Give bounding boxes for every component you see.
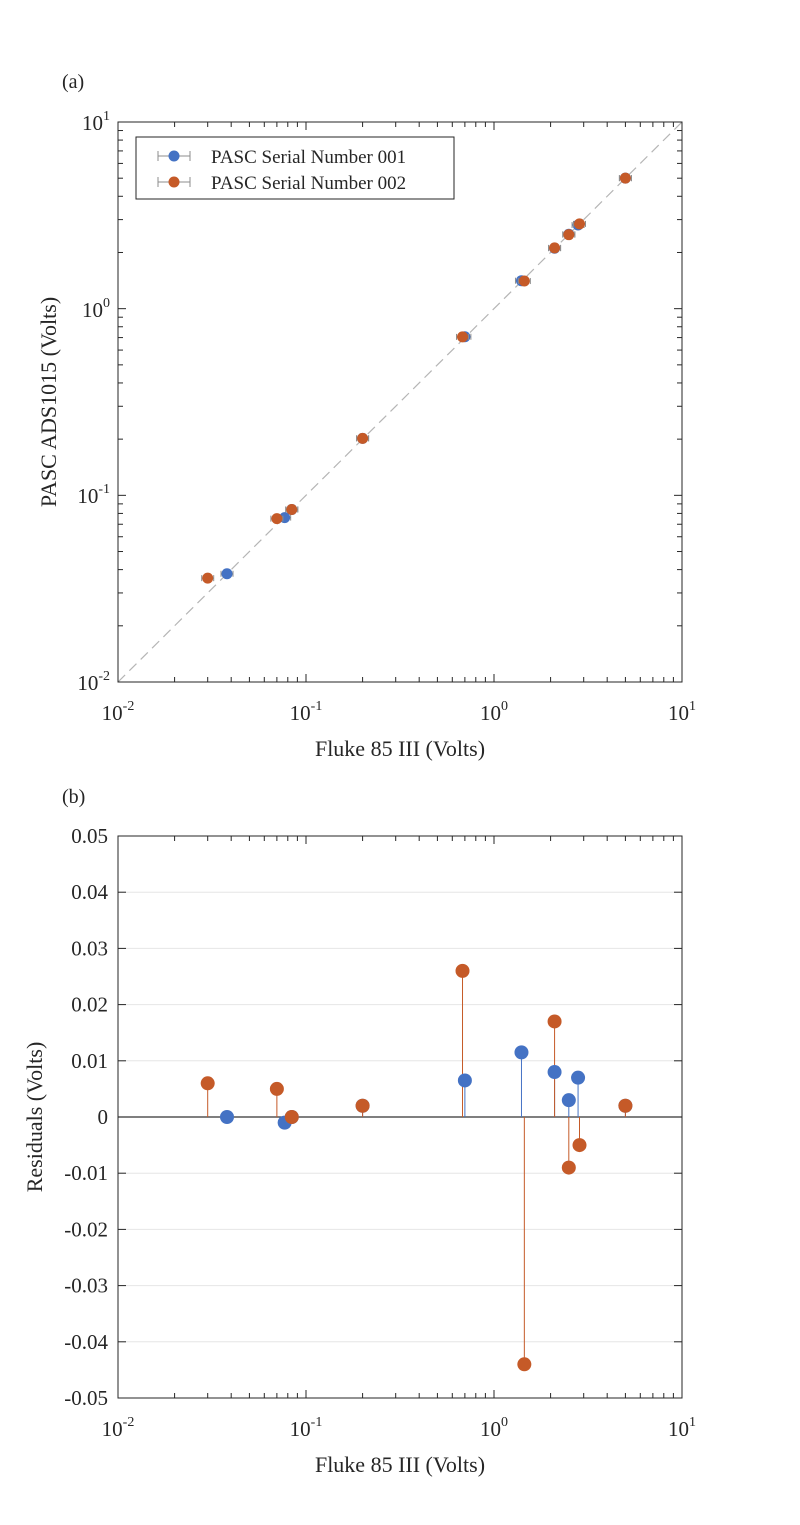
- residual-point-series-1: [561, 1093, 576, 1108]
- legend-label: PASC Serial Number 001: [211, 147, 406, 168]
- residual-point-series-1: [547, 1065, 562, 1080]
- panel-b-ytick-label: 0.05: [71, 824, 108, 848]
- panel-b-x-axis-label: Fluke 85 III (Volts): [315, 1452, 485, 1477]
- legend-box: [135, 136, 455, 200]
- residual-point-series-2: [547, 1014, 562, 1029]
- residual-point-series-1: [457, 1073, 472, 1088]
- panel-a-ytick-label: 10-1: [77, 482, 110, 508]
- residual-point-series-2: [355, 1098, 370, 1113]
- panel-b-ytick-label: -0.04: [64, 1330, 108, 1354]
- panel-b-label: (b): [62, 786, 85, 808]
- panel-a-axes-box: [117, 121, 683, 683]
- panel-b-ytick-label: -0.01: [64, 1161, 108, 1185]
- residual-point-series-2: [618, 1098, 633, 1113]
- residual-point-series-2: [284, 1110, 299, 1124]
- panel-b-axes-box: [117, 835, 683, 1399]
- panel-a-xtick-label: 10-2: [102, 699, 135, 725]
- identity-reference-line: [117, 121, 683, 683]
- data-point-series-2: [457, 331, 469, 343]
- panel-a-marks: [201, 172, 632, 584]
- panel-b-ytick-label: 0.04: [71, 880, 108, 904]
- residual-point-series-2: [572, 1138, 587, 1153]
- data-point-series-2: [574, 218, 586, 230]
- panel-a-xtick-label: 100: [480, 699, 508, 725]
- panel-b-y-axis-label: Residuals (Volts): [22, 1042, 47, 1193]
- panel-b-ytick-label: 0.03: [71, 936, 108, 960]
- residual-point-series-1: [571, 1070, 586, 1085]
- panel-b-xtick-label: 10-2: [102, 1415, 135, 1441]
- residual-point-series-2: [517, 1357, 532, 1372]
- legend-marker-icon: [168, 150, 180, 162]
- residual-point-series-2: [561, 1160, 576, 1175]
- panel-b-marks: [200, 963, 633, 1372]
- panel-a-y-axis-label: PASC ADS1015 (Volts): [36, 297, 61, 507]
- data-point-series-2: [357, 432, 369, 444]
- data-point-series-2: [286, 503, 298, 515]
- data-point-series-2: [619, 172, 631, 184]
- panel-b: (b) -0.05 -0.04 -0.03 -0.02 -0.01 0 0.01 0.02 0.…: [22, 786, 696, 1477]
- panel-b-xtick-label: 101: [668, 1415, 696, 1441]
- legend-marker-icon: [168, 176, 180, 188]
- residual-point-series-2: [455, 963, 470, 978]
- panel-a-x-axis-label: Fluke 85 III (Volts): [315, 736, 485, 761]
- data-point-series-2: [271, 513, 283, 525]
- panel-a-label: (a): [62, 71, 84, 93]
- legend-entry-series-1: PASC Serial Number 001: [157, 147, 406, 168]
- legend: PASC Serial Number 001 PASC Serial Numbe…: [135, 136, 455, 200]
- panel-b-ytick-label: -0.02: [64, 1217, 108, 1241]
- legend-label: PASC Serial Number 002: [211, 173, 406, 194]
- panel-b-ytick-label: 0.02: [71, 993, 108, 1017]
- panel-b-xtick-label: 100: [480, 1415, 508, 1441]
- panel-b-ytick-label: 0.01: [71, 1049, 108, 1073]
- panel-a-xtick-label: 101: [668, 699, 696, 725]
- panel-a-ytick-label: 100: [82, 296, 110, 322]
- panel-a: (a) 10-2 10-1 100 101 10-2 10-1 100 101 …: [36, 71, 696, 761]
- panel-a-ytick-label: 10-2: [77, 669, 110, 695]
- residual-point-series-1: [514, 1045, 529, 1060]
- data-point-series-2: [563, 229, 575, 241]
- residual-point-series-2: [200, 1076, 215, 1091]
- data-point-series-1: [221, 568, 233, 580]
- panel-b-ytick-label: -0.05: [64, 1386, 108, 1410]
- legend-entry-series-2: PASC Serial Number 002: [157, 173, 406, 194]
- panel-b-ytick-label: -0.03: [64, 1274, 108, 1298]
- panel-a-xtick-label: 10-1: [290, 699, 323, 725]
- data-point-series-2: [202, 572, 214, 584]
- panel-b-ytick-label: 0: [98, 1105, 109, 1129]
- data-point-series-2: [549, 242, 561, 254]
- panel-a-ytick-label: 101: [82, 109, 110, 135]
- panel-b-ytick-labels: -0.05 -0.04 -0.03 -0.02 -0.01 0 0.01 0.02 0.03 0.…: [64, 824, 108, 1410]
- panel-b-xtick-label: 10-1: [290, 1415, 323, 1441]
- data-point-series-2: [518, 275, 530, 287]
- residual-point-series-2: [269, 1081, 284, 1096]
- residual-point-series-1: [219, 1110, 234, 1124]
